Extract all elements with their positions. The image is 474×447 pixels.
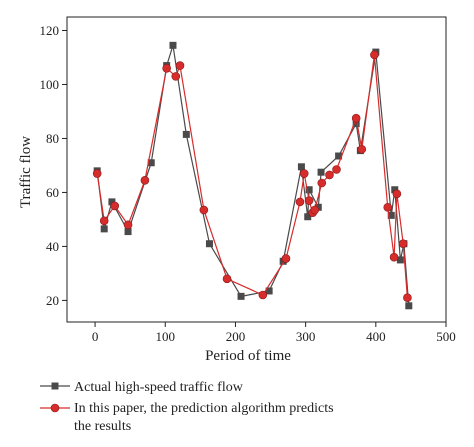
data-point-square <box>391 186 399 194</box>
legend-marker-actual <box>51 382 59 390</box>
data-point-circle <box>299 169 309 178</box>
data-point-square <box>205 240 213 248</box>
data-point-circle <box>92 169 102 178</box>
data-point-circle <box>258 290 268 300</box>
data-point-circle <box>295 197 305 207</box>
data-point-square <box>147 159 155 167</box>
y-tick-label: 20 <box>46 293 59 308</box>
data-point-square <box>314 203 322 211</box>
legend-marker-predicted <box>50 403 60 413</box>
y-tick-label: 80 <box>46 131 59 146</box>
x-axis-title: Period of time <box>205 348 291 364</box>
series-actual <box>93 41 413 310</box>
x-tick-label: 100 <box>156 329 176 344</box>
series-line <box>96 54 408 298</box>
plot-border <box>66 16 447 323</box>
data-point-square <box>297 163 305 171</box>
data-point-circle <box>304 196 314 205</box>
data-point-square <box>335 152 343 160</box>
series-line <box>96 45 410 306</box>
data-point-square <box>405 302 413 310</box>
data-point-square <box>237 292 245 300</box>
data-point-circle <box>383 202 393 212</box>
data-point-circle <box>332 165 341 174</box>
legend-label-predicted: In this paper, the prediction algorithm … <box>74 401 337 434</box>
data-point-circle <box>398 239 408 249</box>
data-point-square <box>387 211 395 219</box>
data-point-circle <box>310 205 320 215</box>
x-tick-label: 500 <box>436 329 456 344</box>
x-tick-label: 0 <box>92 329 99 344</box>
data-point-circle <box>389 252 399 262</box>
y-tick-label: 60 <box>46 185 59 200</box>
data-point-circle <box>281 254 291 263</box>
data-point-circle <box>110 201 120 211</box>
data-point-circle <box>370 50 379 60</box>
series-layer <box>92 41 413 310</box>
y-tick-label: 100 <box>40 77 60 92</box>
x-tick-label: 200 <box>226 329 246 344</box>
data-point-circle <box>171 72 181 81</box>
series-predicted <box>92 50 412 303</box>
data-point-circle <box>99 216 109 226</box>
data-point-square <box>100 225 108 233</box>
data-point-square <box>169 41 177 49</box>
data-point-circle <box>123 220 133 230</box>
legend: Actual high-speed traffic flow In this p… <box>40 380 337 434</box>
data-point-square <box>317 168 325 176</box>
x-tick-label: 300 <box>296 329 316 344</box>
data-point-square <box>304 213 312 221</box>
data-point-circle <box>140 175 150 185</box>
x-tick-label: 400 <box>366 329 386 344</box>
data-point-circle <box>175 61 185 70</box>
data-point-circle <box>199 205 209 215</box>
data-point-circle <box>162 63 171 73</box>
data-point-square <box>396 256 404 264</box>
plot-frame <box>66 16 447 323</box>
axes: 0 100 200 300 400 500 20 40 60 80 100 120 <box>40 23 456 344</box>
y-axis-title: Traffic flow <box>18 136 34 208</box>
data-point-circle <box>317 178 327 188</box>
data-point-circle <box>392 189 402 199</box>
data-point-circle <box>403 293 412 303</box>
y-tick-label: 40 <box>46 239 59 254</box>
data-point-circle <box>222 274 232 284</box>
data-point-square <box>305 186 313 194</box>
legend-label-actual: Actual high-speed traffic flow <box>74 380 244 395</box>
y-tick-label: 120 <box>40 23 60 38</box>
data-point-square <box>265 287 273 295</box>
data-point-square <box>108 198 116 206</box>
data-point-square <box>124 228 132 236</box>
data-point-circle <box>325 170 334 180</box>
data-point-square <box>182 130 190 138</box>
data-point-circle <box>357 144 367 154</box>
data-point-circle <box>351 113 361 123</box>
data-point-square <box>352 120 360 128</box>
